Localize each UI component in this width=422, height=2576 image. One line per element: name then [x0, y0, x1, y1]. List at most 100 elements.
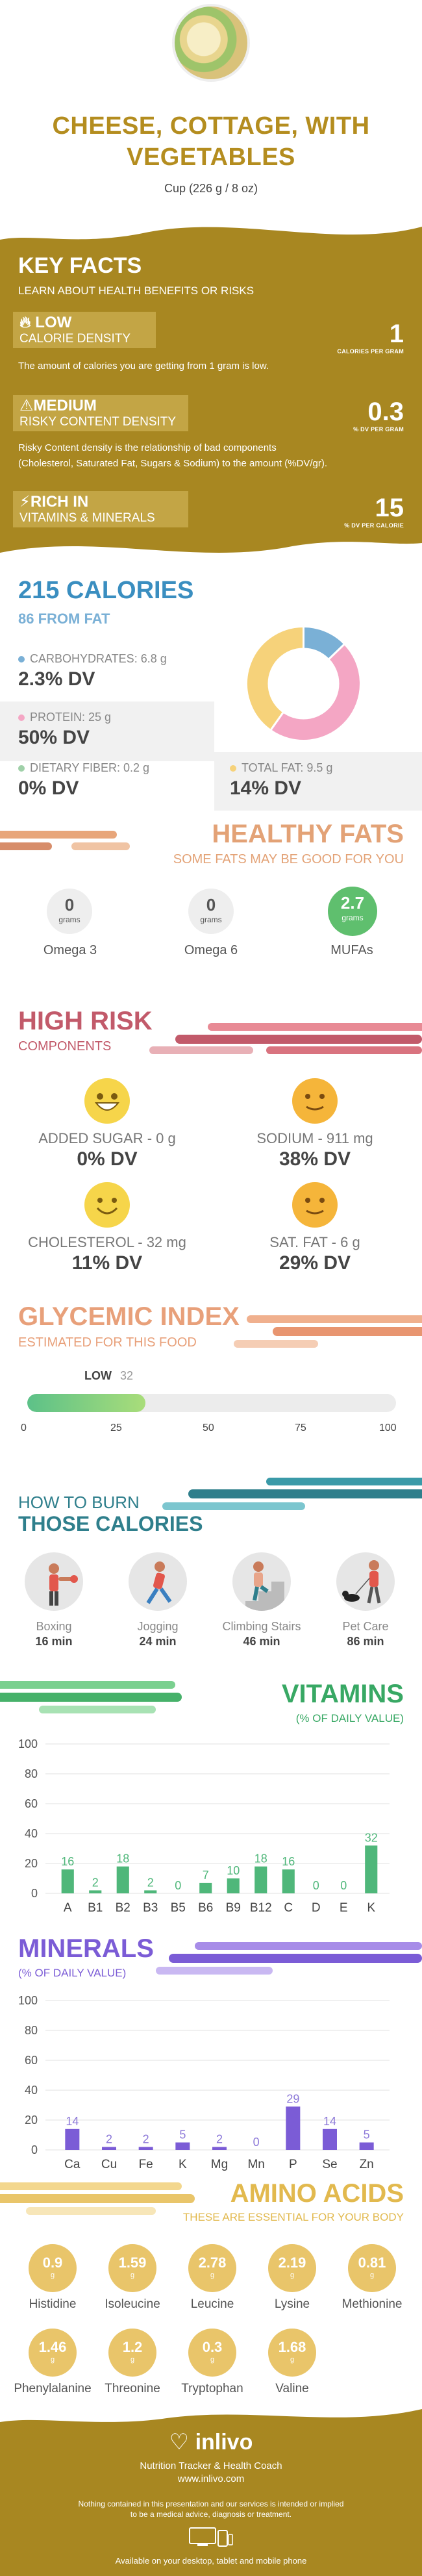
amino-name: Valine	[275, 2382, 309, 2395]
gi-level-row: LOW 32	[84, 1369, 133, 1383]
vitamins-bar-chart: 0 20 40 60 80 100 16 A 2 B1 18 B2 2 B3 0 B5 7 B6 10 B9 18 B12…	[18, 1737, 390, 1915]
vitamins-bar-B3	[144, 1890, 157, 1893]
amino-name: Tryptophan	[181, 2382, 243, 2395]
food-title-line1: CHEESE, COTTAGE, WITH	[52, 112, 370, 140]
vitamins-value-label: 7	[203, 1869, 209, 1882]
footer-url[interactable]: www.inlivo.com	[177, 2473, 245, 2484]
amino-threonine: 1.2 g Threonine	[90, 2329, 175, 2396]
stairs-name: Climbing Stairs	[222, 1620, 301, 1633]
minerals-category-label: Zn	[360, 2158, 374, 2171]
wave-divider	[0, 214, 422, 240]
vitamins-bar-B1	[89, 1890, 102, 1893]
mufa-circle: 2.7 grams	[328, 887, 377, 936]
cholesterol-dv: 11% DV	[71, 1252, 143, 1274]
vitamins-rich-name: VITAMINS & MINERALS	[19, 511, 155, 525]
vitamins-bar-B2	[116, 1866, 129, 1893]
bolt-icon: ⚡︎	[19, 493, 31, 511]
risky-density-name: RISKY CONTENT DENSITY	[19, 415, 177, 429]
footer-disclaimer-2: to be a medical advice, diagnosis or tre…	[130, 2510, 292, 2519]
sodium-dv: 38% DV	[279, 1148, 351, 1170]
calorie-density-value: 1 CALORIES PER GRAM	[337, 320, 404, 355]
minerals-value-label: 29	[286, 2092, 299, 2105]
amino-lysine: 2.19 g Lysine	[250, 2244, 334, 2312]
calorie-density-label: 🔥︎ LOW CALORIE DENSITY	[13, 312, 156, 348]
vitamins-rich-value: 15 % DV PER CALORIE	[344, 494, 404, 529]
minerals-value-label: 2	[143, 2132, 149, 2145]
minerals-category-label: Cu	[101, 2158, 117, 2171]
amino-circle: 0.3 g	[188, 2329, 236, 2377]
fat-label: TOTAL FAT: 9.5 g	[242, 761, 333, 774]
minerals-ytick: 0	[31, 2143, 38, 2156]
gi-tick-75: 75	[295, 1422, 306, 1433]
amino-circle: 1.68 g	[268, 2329, 316, 2377]
amino-circle: 0.9 g	[29, 2244, 77, 2292]
vitamins-value-label: 18	[116, 1852, 129, 1865]
mufa-value: 2.7	[340, 893, 365, 913]
protein-dv: 50% DV	[18, 727, 90, 748]
vitamins-ytick: 80	[25, 1767, 38, 1780]
calorie-density-name: CALORIE DENSITY	[19, 332, 131, 346]
amino-name: Leucine	[190, 2297, 234, 2311]
sat-fat-label: SAT. FAT - 6 g	[269, 1234, 360, 1250]
protein-dot	[18, 714, 25, 722]
food-title-line2: VEGETABLES	[127, 144, 295, 171]
minerals-bar-Cu	[102, 2147, 116, 2150]
amino-value: 0.81	[358, 2254, 386, 2271]
pet-care-name: Pet Care	[342, 1620, 389, 1633]
gi-tick-0: 0	[21, 1422, 27, 1433]
fiber-dot	[18, 765, 25, 772]
amino-value: 0.9	[42, 2254, 63, 2271]
amino-unit: g	[369, 2271, 375, 2279]
glycemic-title: GLYCEMIC INDEX	[18, 1302, 240, 1331]
amino-unit: g	[130, 2356, 135, 2364]
mufa-name: MUFAs	[330, 943, 373, 957]
stripe-decoration-minerals	[156, 1942, 422, 1975]
carbs-dv: 2.3% DV	[18, 668, 95, 690]
risky-density-value: 0.3 % DV PER GRAM	[353, 398, 404, 433]
minerals-value-label: 0	[253, 2136, 260, 2149]
vitamins-category-label: B2	[116, 1901, 130, 1915]
amino-phenylalanine: 1.46 g Phenylalanine	[10, 2329, 95, 2396]
vitamins-rich-number: 15	[375, 494, 404, 522]
amino-methionine: 0.81 g Methionine	[330, 2244, 414, 2312]
amino-circle: 1.2 g	[108, 2329, 156, 2377]
amino-value: 1.2	[122, 2339, 143, 2355]
minerals-category-label: Se	[322, 2158, 337, 2171]
high-risk-title: HIGH RISK	[18, 1007, 153, 1035]
neutral-happy-face-icon	[292, 1182, 338, 1228]
gi-track	[27, 1394, 396, 1412]
donut-hole	[267, 648, 340, 720]
vitamins-ytick: 0	[31, 1887, 38, 1900]
amino-circle: 2.19 g	[268, 2244, 316, 2292]
amino-unit: g	[50, 2271, 55, 2279]
risk-cholesterol: CHOLESTEROL - 32 mg 11% DV	[10, 1182, 205, 1274]
calorie-density-number: 1	[389, 320, 404, 348]
gi-level: LOW	[84, 1369, 112, 1382]
footer: ♡ inlivo Nutrition Tracker & Health Coac…	[0, 2403, 422, 2576]
minerals-ytick: 60	[25, 2054, 38, 2067]
amino-name: Isoleucine	[105, 2297, 160, 2311]
flame-icon: 🔥︎	[19, 314, 31, 331]
very-happy-face-icon	[84, 1078, 130, 1124]
risky-density-level: MEDIUM	[33, 397, 97, 414]
omega3-name: Omega 3	[43, 943, 97, 957]
risk-sat-fat: SAT. FAT - 6 g 29% DV	[217, 1182, 412, 1274]
minerals-value-label: 2	[106, 2132, 112, 2145]
boxing-person-icon	[25, 1552, 83, 1611]
fat-dot	[230, 765, 236, 772]
amino-name: Histidine	[29, 2297, 77, 2311]
vitamins-category-label: B6	[198, 1901, 213, 1915]
minerals-subtitle: (% OF DAILY VALUE)	[18, 1967, 127, 1979]
amino-circle: 1.59 g	[108, 2244, 156, 2292]
minerals-category-label: P	[289, 2158, 297, 2171]
added-sugar-dv: 0% DV	[77, 1148, 138, 1170]
calorie-density-desc: The amount of calories you are getting f…	[18, 360, 269, 372]
amino-value: 0.3	[202, 2339, 223, 2355]
amino-unit: g	[210, 2356, 215, 2364]
amino-value: 1.68	[278, 2339, 306, 2355]
amino-value: 1.59	[118, 2254, 147, 2271]
amino-unit: g	[50, 2356, 55, 2364]
vitamins-value-label: 32	[365, 1831, 378, 1844]
wave-divider-bottom	[0, 542, 422, 566]
vitamins-title: VITAMINS	[281, 1680, 404, 1708]
